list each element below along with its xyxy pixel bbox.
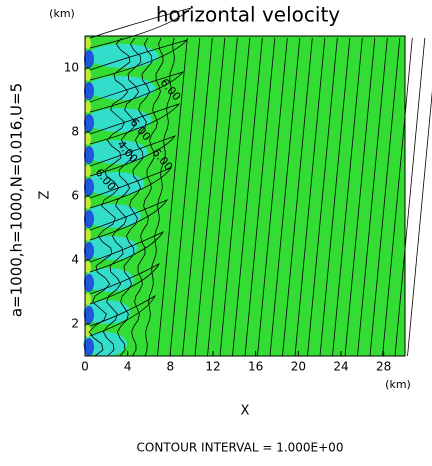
y-unit: (km) [49,7,75,20]
yellow-spot [85,261,91,273]
x-tick-label: 0 [81,360,89,374]
x-axis-label: X [241,404,250,419]
contour-line [408,38,432,356]
x-tick-label: 16 [248,360,263,374]
yellow-spot [85,165,91,177]
x-tick-label: 8 [167,360,175,374]
cyan-lobe [88,44,159,68]
y-tick-label: 2 [71,317,79,331]
yellow-spot [85,69,91,81]
y-axis-label: Z [38,190,53,199]
yellow-spot [85,133,91,145]
x-tick-label: 4 [124,360,132,374]
footer: CONTOUR INTERVAL = 1.000E+00 [137,441,344,455]
yellow-spot [85,37,91,49]
yellow-spot [85,229,91,241]
y-tick-label: 6 [71,189,79,203]
yellow-spot [85,293,91,305]
yellow-spot [85,197,91,209]
y-tick-label: 8 [71,125,79,139]
cyan-lobe [87,76,155,100]
y-tick-label: 4 [71,253,79,267]
x-tick-label: 20 [291,360,306,374]
x-tick-label: 12 [205,360,220,374]
x-unit: (km) [385,378,411,391]
side-label: a=1000,h=1000,N=0.016,U=5 [8,83,26,317]
yellow-spot [85,101,91,113]
y-tick-label: 10 [64,61,79,75]
x-tick-label: 28 [376,360,391,374]
x-tick-label: 24 [333,360,348,374]
